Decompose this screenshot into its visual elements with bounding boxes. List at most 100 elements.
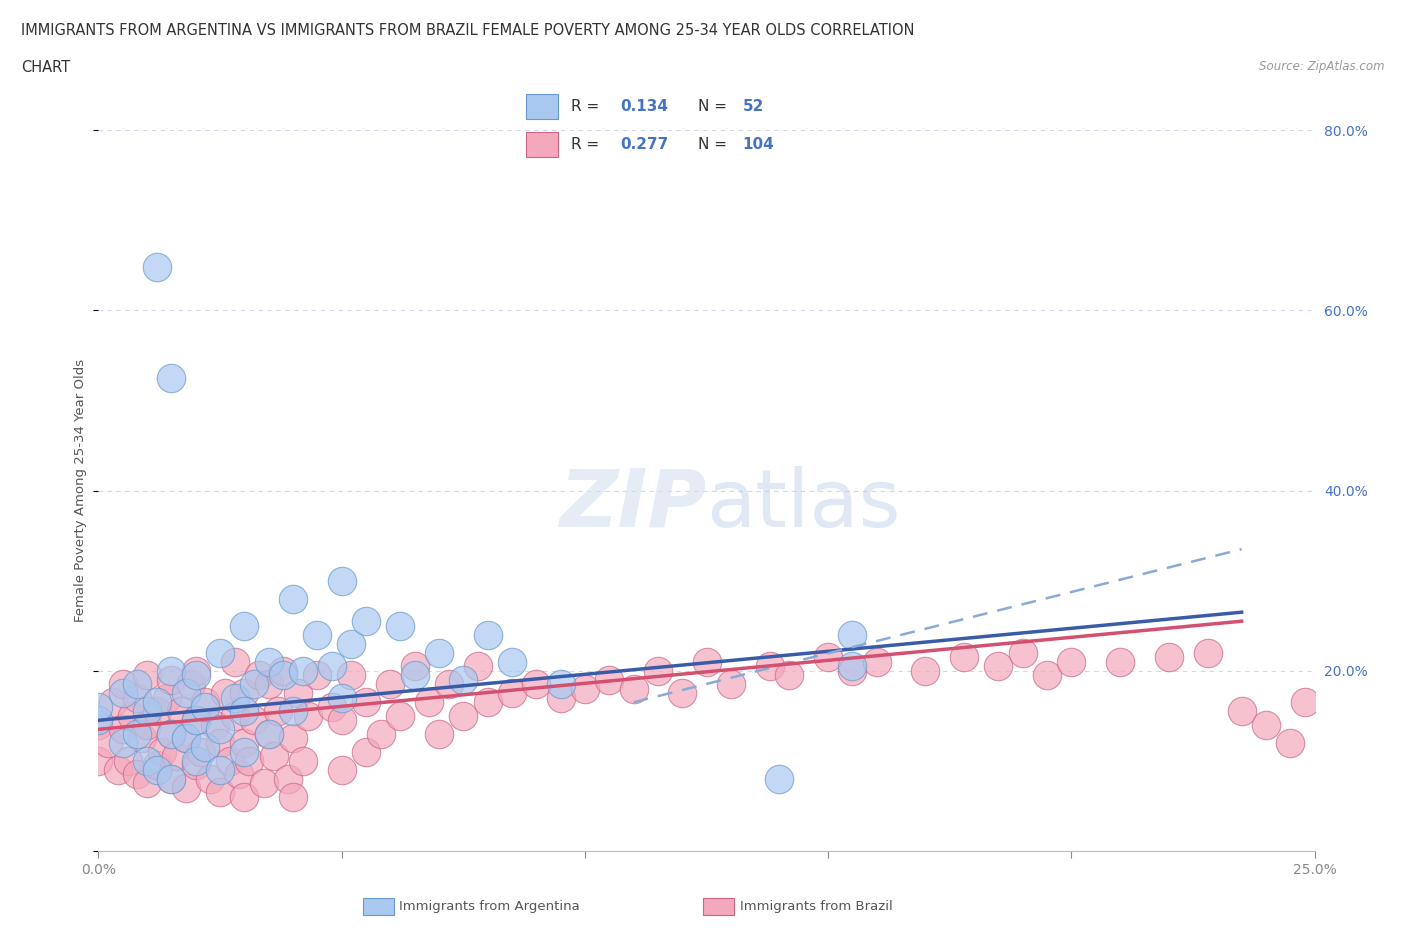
- Point: [160, 672, 183, 687]
- Point: [117, 753, 139, 768]
- Point: [243, 677, 266, 692]
- Point: [257, 655, 280, 670]
- Point: [1294, 695, 1316, 710]
- Point: [228, 767, 250, 782]
- Point: [477, 695, 499, 710]
- Point: [253, 776, 276, 790]
- Point: [127, 690, 149, 705]
- Point: [453, 709, 475, 724]
- Point: [330, 573, 353, 588]
- Point: [370, 726, 392, 741]
- Point: [121, 709, 143, 724]
- Point: [146, 259, 169, 274]
- Point: [340, 668, 363, 683]
- Point: [354, 614, 377, 629]
- Point: [233, 618, 256, 633]
- Point: [233, 736, 256, 751]
- Point: [127, 726, 149, 741]
- Text: 52: 52: [742, 99, 765, 113]
- Point: [184, 753, 207, 768]
- Point: [190, 744, 212, 759]
- Point: [427, 645, 450, 660]
- Point: [160, 370, 183, 385]
- Point: [165, 749, 187, 764]
- Point: [233, 744, 256, 759]
- Point: [174, 731, 197, 746]
- Point: [224, 709, 246, 724]
- Point: [224, 690, 246, 705]
- Point: [671, 685, 693, 700]
- Point: [291, 753, 314, 768]
- Point: [281, 591, 304, 606]
- Point: [160, 772, 183, 787]
- Point: [184, 758, 207, 773]
- Point: [136, 753, 159, 768]
- Point: [841, 663, 863, 678]
- Point: [574, 682, 596, 697]
- Point: [97, 736, 120, 751]
- Point: [418, 695, 440, 710]
- Point: [218, 753, 240, 768]
- Point: [1060, 655, 1083, 670]
- Point: [271, 663, 294, 678]
- Text: N =: N =: [697, 138, 731, 153]
- Text: Source: ZipAtlas.com: Source: ZipAtlas.com: [1260, 60, 1385, 73]
- Point: [136, 776, 159, 790]
- Point: [380, 677, 402, 692]
- Point: [127, 677, 149, 692]
- Point: [866, 655, 889, 670]
- Point: [1157, 650, 1180, 665]
- Point: [194, 695, 217, 710]
- Point: [263, 749, 285, 764]
- Point: [194, 699, 217, 714]
- Point: [987, 658, 1010, 673]
- Point: [307, 628, 329, 643]
- Point: [160, 726, 183, 741]
- Point: [111, 722, 134, 737]
- Point: [174, 780, 197, 795]
- Point: [841, 658, 863, 673]
- Point: [281, 790, 304, 804]
- Point: [87, 717, 110, 732]
- Text: R =: R =: [571, 99, 605, 113]
- Point: [330, 713, 353, 728]
- Point: [1279, 736, 1302, 751]
- Point: [404, 668, 426, 683]
- Point: [437, 677, 460, 692]
- Point: [1254, 717, 1277, 732]
- FancyBboxPatch shape: [526, 94, 558, 119]
- Point: [389, 618, 412, 633]
- Point: [1230, 704, 1253, 719]
- Point: [271, 668, 294, 683]
- Point: [598, 672, 620, 687]
- Point: [209, 763, 232, 777]
- Text: N =: N =: [697, 99, 731, 113]
- Point: [214, 685, 236, 700]
- Point: [180, 677, 202, 692]
- Point: [307, 668, 329, 683]
- Point: [953, 650, 976, 665]
- Point: [623, 682, 645, 697]
- Point: [340, 636, 363, 651]
- Y-axis label: Female Poverty Among 25-34 Year Olds: Female Poverty Among 25-34 Year Olds: [75, 359, 87, 622]
- Point: [243, 713, 266, 728]
- Point: [238, 753, 260, 768]
- Point: [524, 677, 547, 692]
- Point: [111, 677, 134, 692]
- Point: [101, 695, 124, 710]
- Text: Immigrants from Brazil: Immigrants from Brazil: [740, 900, 893, 913]
- Text: 0.134: 0.134: [620, 99, 668, 113]
- FancyBboxPatch shape: [526, 132, 558, 157]
- Text: 0.277: 0.277: [620, 138, 668, 153]
- Point: [768, 772, 790, 787]
- Point: [184, 663, 207, 678]
- Point: [330, 690, 353, 705]
- Point: [257, 726, 280, 741]
- Point: [136, 668, 159, 683]
- Point: [204, 717, 226, 732]
- Point: [1036, 668, 1059, 683]
- Point: [233, 685, 256, 700]
- Point: [257, 726, 280, 741]
- Point: [200, 772, 222, 787]
- Point: [87, 753, 110, 768]
